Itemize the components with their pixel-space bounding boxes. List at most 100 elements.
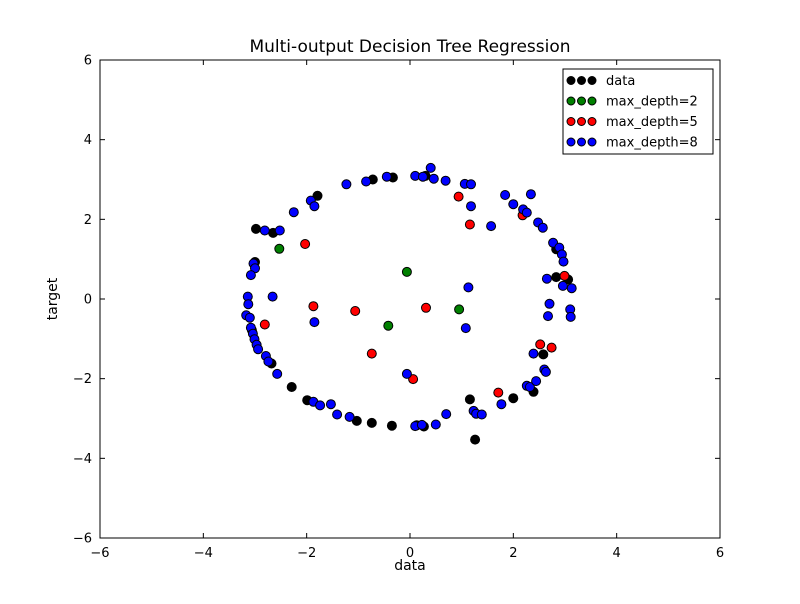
axis-ticks (99, 59, 721, 539)
x-tick-label: 2 (509, 546, 517, 561)
legend-marker (587, 117, 597, 126)
data-point (486, 221, 497, 232)
data-point (401, 266, 412, 277)
data-point (401, 368, 412, 379)
data-point (288, 207, 299, 218)
data-point (565, 311, 576, 322)
data-point (259, 225, 270, 236)
legend-label: data (606, 74, 635, 89)
data-point (366, 348, 377, 359)
data-point (361, 176, 372, 187)
legend-box: data max_depth=2 max_depth=5 max_depth=8 (562, 68, 714, 155)
data-point (535, 339, 546, 350)
y-tick-label: −4 (73, 452, 92, 467)
y-tick-label: −6 (73, 532, 92, 547)
data-point (300, 239, 311, 249)
data-point (383, 320, 394, 331)
data-point (386, 420, 397, 431)
data-point (312, 190, 323, 201)
data-point (366, 417, 377, 428)
legend-marker (577, 96, 586, 106)
data-point (341, 179, 352, 190)
legend-marker (566, 137, 576, 147)
legend-item: max_depth=2 (566, 95, 698, 110)
data-point (508, 393, 519, 404)
data-point (525, 189, 536, 200)
data-point (531, 376, 542, 387)
legend-marker (587, 137, 597, 147)
x-tick-label: 0 (406, 546, 414, 561)
series-max-depth-2 (274, 243, 465, 331)
data-point (543, 311, 553, 322)
data-point (460, 323, 471, 334)
data-point (463, 282, 474, 293)
data-point (259, 319, 270, 330)
legend-marker (577, 117, 586, 126)
legend-item: max_depth=8 (566, 136, 698, 151)
data-point (476, 409, 487, 420)
axis-tick-labels: −6 −4 −2 0 2 4 6 −6 −4 −2 0 2 4 6 (73, 54, 724, 562)
data-point (332, 409, 343, 420)
x-tick-label: −2 (297, 546, 316, 561)
chart-title: Multi-output Decision Tree Regression (249, 37, 570, 57)
data-point (430, 419, 441, 430)
data-point (308, 301, 319, 312)
data-point (466, 179, 476, 190)
data-point (540, 366, 551, 377)
data-point (325, 399, 336, 410)
data-point (493, 387, 504, 398)
legend-item: max_depth=5 (566, 115, 698, 130)
data-point (466, 201, 476, 212)
data-point (416, 419, 427, 430)
y-axis-label: target (45, 277, 61, 320)
data-point (350, 306, 361, 316)
data-point (521, 207, 532, 218)
data-point (464, 394, 475, 405)
data-point (454, 304, 465, 315)
data-point (344, 411, 355, 422)
data-point (559, 270, 570, 281)
data-point (464, 219, 475, 230)
data-point (315, 400, 326, 411)
data-point (425, 162, 436, 173)
data-point (381, 171, 392, 182)
x-axis-label: data (394, 558, 426, 574)
data-point (528, 348, 539, 359)
data-point (272, 368, 283, 379)
data-point (538, 349, 549, 360)
y-tick-label: 0 (84, 293, 92, 308)
data-point (244, 312, 255, 323)
x-tick-label: −6 (90, 546, 109, 561)
data-point (267, 291, 278, 302)
x-tick-label: 6 (716, 546, 724, 561)
data-point (253, 344, 264, 355)
data-point (508, 199, 519, 210)
data-point (470, 434, 481, 445)
data-point (286, 382, 297, 392)
data-point (428, 173, 439, 184)
legend-marker (566, 76, 576, 85)
y-tick-label: 2 (84, 213, 92, 228)
legend-label: max_depth=8 (606, 136, 698, 151)
data-point (558, 256, 569, 267)
data-point (309, 317, 320, 328)
legend-marker (577, 76, 586, 85)
data-point (263, 356, 274, 367)
data-point (274, 225, 285, 236)
data-point (541, 273, 552, 284)
data-point (557, 280, 568, 291)
data-point (566, 283, 577, 294)
data-point (551, 272, 562, 283)
y-tick-label: −2 (73, 372, 92, 387)
series-max-depth-8 (241, 162, 577, 432)
x-tick-label: −4 (194, 546, 213, 561)
data-point (496, 399, 507, 410)
legend-marker (577, 137, 586, 147)
x-tick-label: 4 (613, 546, 621, 561)
data-point (524, 382, 535, 392)
data-point (243, 299, 254, 310)
y-tick-label: 6 (84, 54, 92, 69)
data-point (544, 298, 555, 309)
